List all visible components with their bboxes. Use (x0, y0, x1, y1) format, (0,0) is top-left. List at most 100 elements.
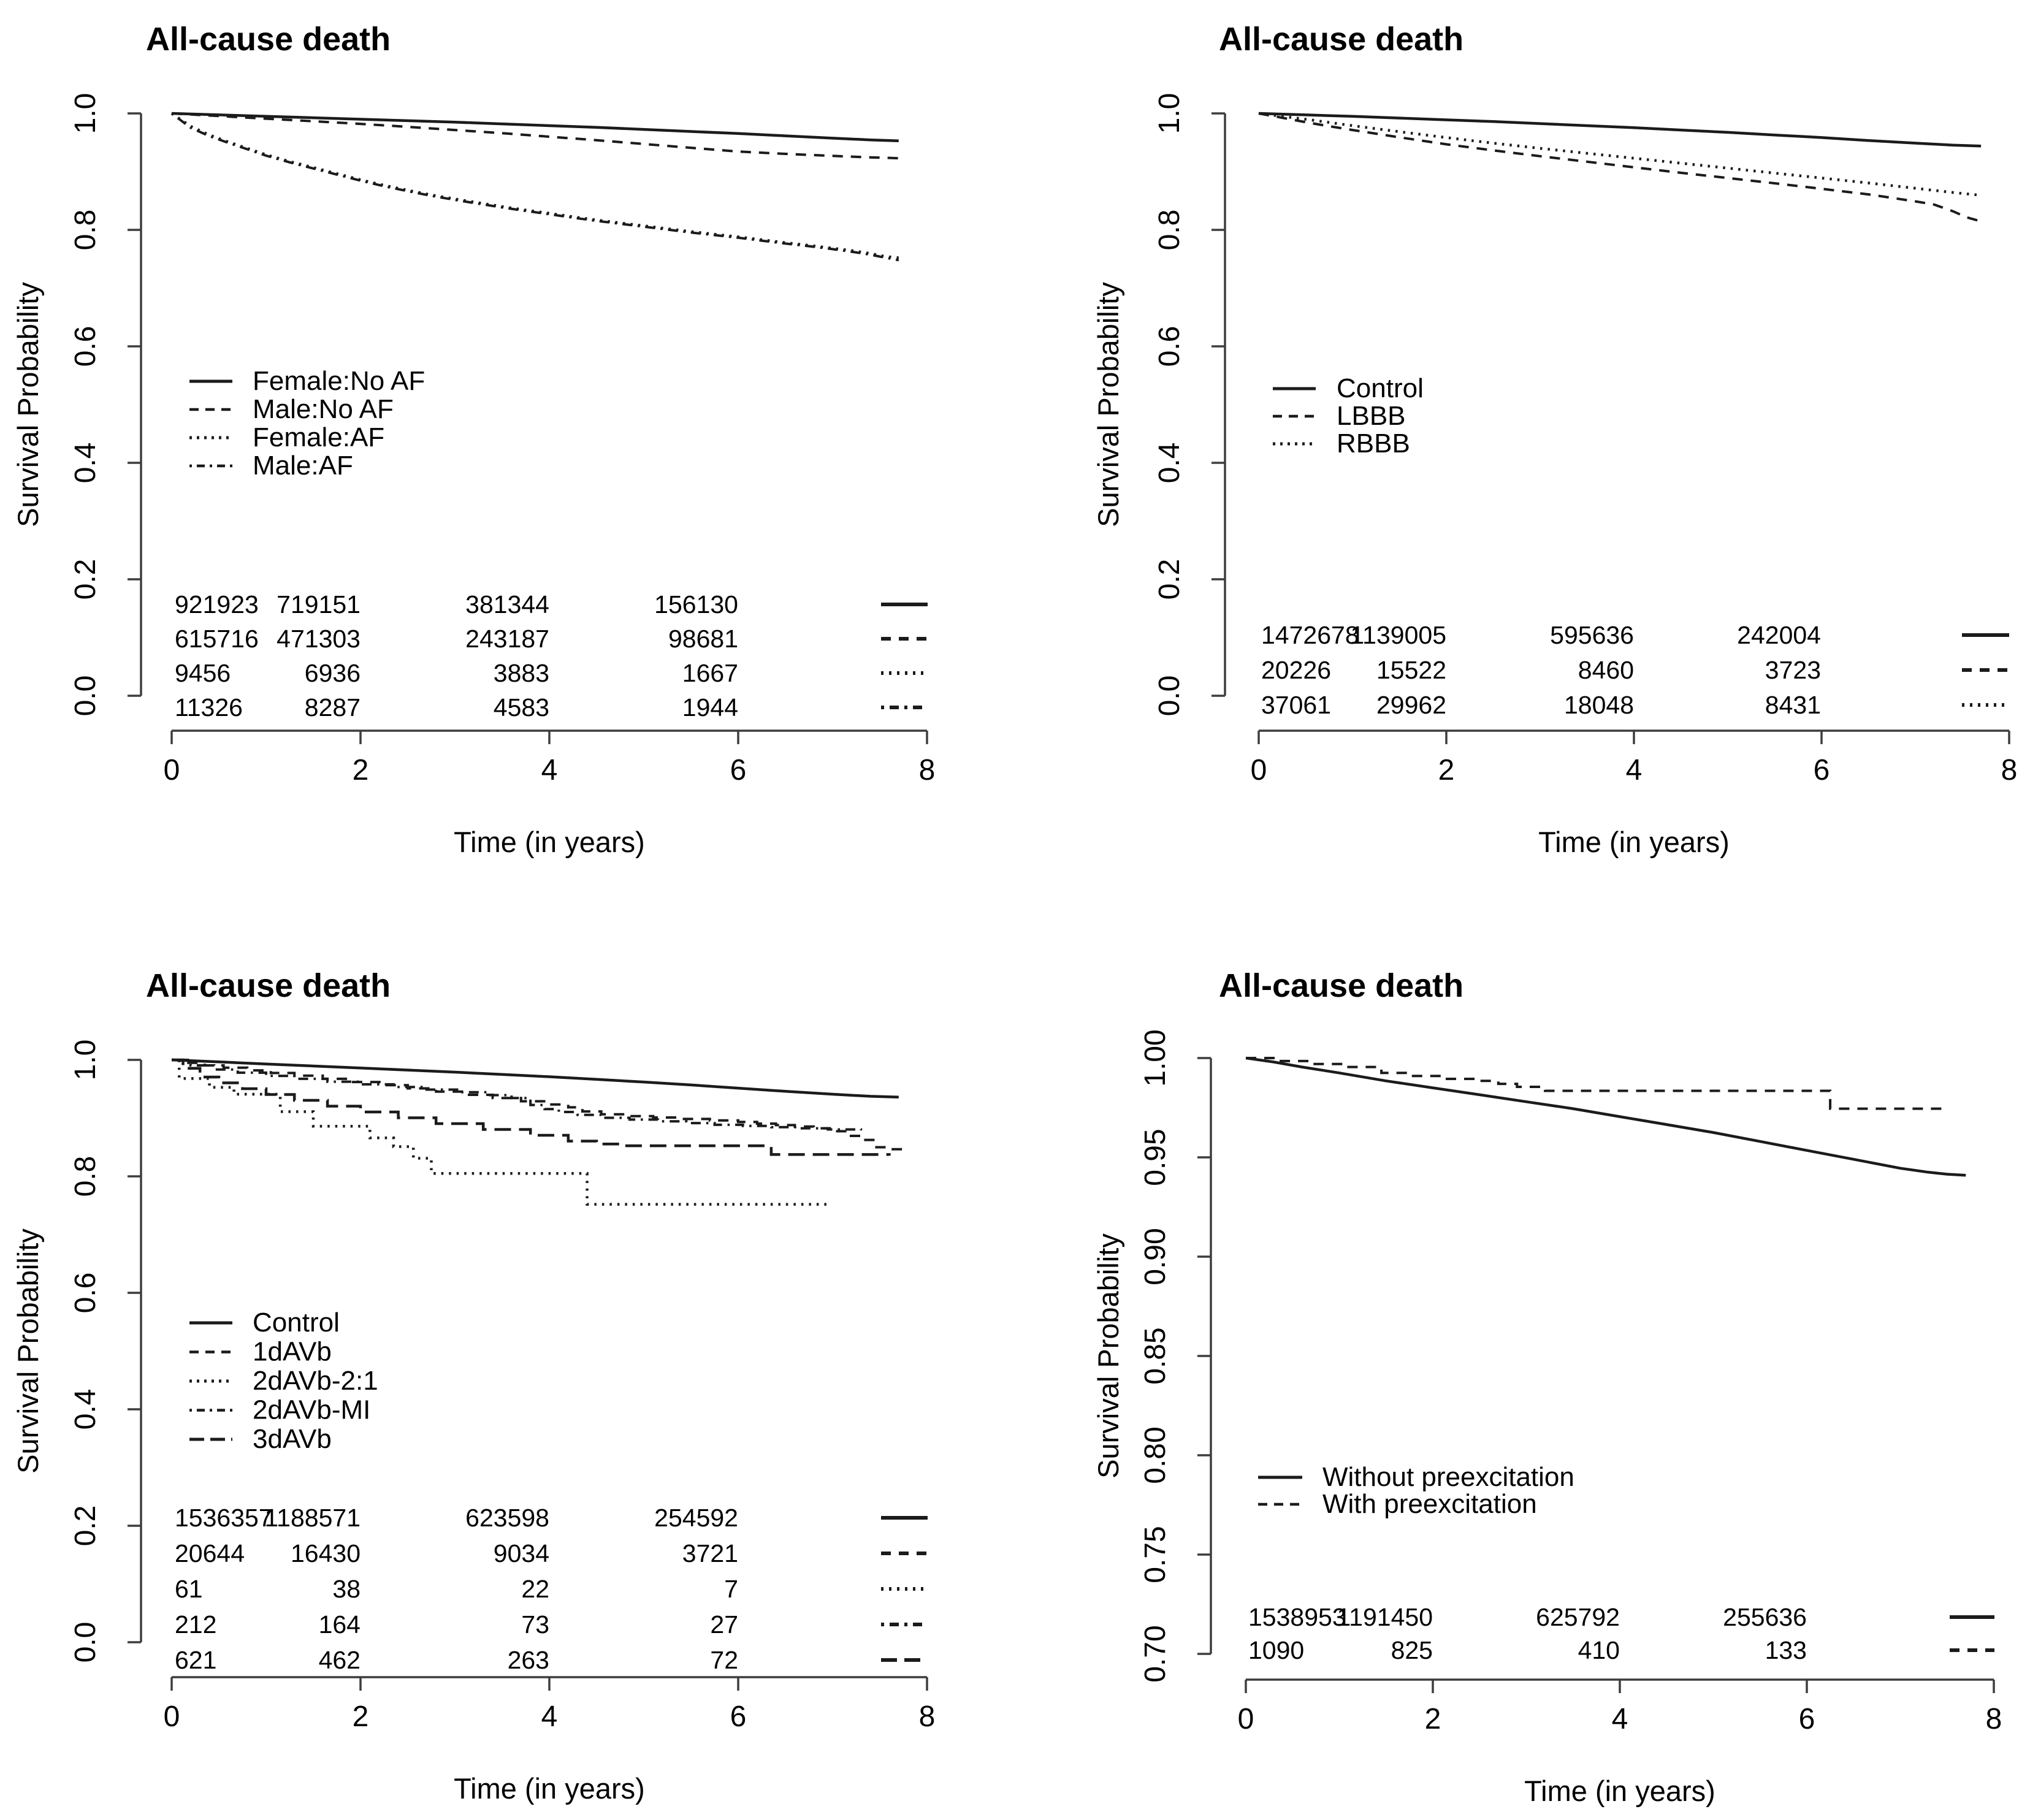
risk-count: 4583 (494, 693, 549, 722)
risk-count: 3883 (494, 659, 549, 687)
risk-count: 20226 (1261, 656, 1331, 684)
panel-3-title: All-cause death (1219, 967, 1463, 1004)
panel-0-y-tick-label: 0.2 (69, 559, 102, 600)
legend-label-rbbb: RBBB (1337, 428, 1410, 459)
panel-1-x-tick-label: 2 (1438, 754, 1455, 786)
panel-3-curve-without-preexcitation (1245, 1056, 1966, 1177)
risk-count: 9034 (494, 1539, 549, 1567)
panel-2-title: All-cause death (146, 967, 391, 1004)
panel-1-y-tick-label: 0.6 (1153, 326, 1186, 367)
panel-2-xlabel: Time (in years) (454, 1772, 645, 1805)
risk-count: 1090 (1248, 1636, 1304, 1664)
panel-0-title: All-cause death (146, 21, 391, 58)
panel-2-curve-2davb-2-1 (172, 1058, 828, 1206)
panel-0-curve-female-no-af (171, 112, 899, 142)
panel-0-ylabel: Survival Probability (12, 282, 44, 527)
risk-count: 3721 (682, 1539, 738, 1567)
panel-2-x-tick-label: 8 (919, 1700, 936, 1733)
risk-count: 72 (710, 1646, 738, 1674)
legend-label-3davb: 3dAVb (253, 1424, 332, 1454)
panel-1-y-tick-label: 1.0 (1153, 93, 1186, 134)
legend-label-2davb-mi: 2dAVb-MI (253, 1395, 370, 1425)
risk-count: 625792 (1536, 1603, 1620, 1631)
panel-2-curve-1davb (172, 1059, 905, 1151)
panel-3-x-tick-label: 6 (1799, 1703, 1815, 1735)
legend-label-2davb-2-1: 2dAVb-2:1 (253, 1366, 378, 1396)
risk-count: 254592 (654, 1504, 738, 1532)
legend-label-female-af: Female:AF (253, 422, 384, 452)
legend-label-male-no-af: Male:No AF (253, 394, 394, 424)
risk-count: 8287 (305, 693, 361, 722)
risk-count: 462 (319, 1646, 361, 1674)
risk-count: 7 (724, 1575, 738, 1603)
risk-count: 255636 (1723, 1603, 1807, 1631)
panel-0-curve-male-no-af (171, 112, 899, 160)
panel-3-x-tick-label: 2 (1425, 1703, 1441, 1735)
panel-0-x-tick-label: 8 (919, 754, 936, 786)
risk-count: 471303 (277, 625, 361, 653)
panel-2-y-tick-label: 0.4 (69, 1389, 102, 1430)
legend-label-control: Control (253, 1308, 340, 1338)
risk-count: 1472678 (1261, 621, 1359, 649)
panel-0-y-tick-label: 0.4 (69, 443, 102, 484)
panel-0-curve-male-af (170, 112, 899, 262)
risk-count: 381344 (465, 590, 549, 619)
panel-3-x-tick-label: 4 (1612, 1703, 1628, 1735)
risk-count: 615716 (175, 625, 259, 653)
legend-label-male-af: Male:AF (253, 451, 353, 481)
risk-count: 1536357 (175, 1504, 273, 1532)
legend-label-control: Control (1337, 373, 1424, 403)
panel-2-y-tick-label: 0.0 (69, 1622, 102, 1663)
panel-0-risk-table: 921923 719151 381344 156130 615716 471303 2431… (175, 590, 928, 722)
risk-count: 156130 (654, 590, 738, 619)
risk-count: 1944 (682, 693, 738, 722)
panel-1-x-tick-label: 8 (2001, 754, 2018, 786)
panel-2-y-tick-label: 0.2 (69, 1506, 102, 1547)
panel-1-curve-lbbb (1258, 112, 1982, 223)
risk-count: 1188571 (264, 1504, 361, 1532)
risk-count: 242004 (1737, 621, 1821, 649)
panel-0-y-tick-label: 0.6 (69, 326, 102, 367)
panel-1-y-tick-label: 0.2 (1153, 559, 1186, 600)
risk-count: 38 (332, 1575, 361, 1603)
panel-1-x-tick-label: 4 (1626, 754, 1643, 786)
risk-count: 6936 (305, 659, 361, 687)
panel-0-xlabel: Time (in years) (454, 826, 645, 858)
risk-count: 3723 (1765, 656, 1821, 684)
panel-2: All-cause death 0 2 4 6 8 0.0 0.2 0.4 0.6 0.8 1.0 Ti… (12, 967, 935, 1805)
risk-count: 133 (1765, 1636, 1807, 1664)
risk-count: 719151 (277, 590, 361, 619)
panel-0-y-tick-label: 0.8 (69, 210, 102, 251)
risk-count: 8460 (1578, 656, 1634, 684)
panel-0-y-tick-label: 0.0 (69, 676, 102, 717)
panel-3-x-tick-label: 0 (1238, 1703, 1254, 1735)
panel-0-y-tick-label: 1.0 (69, 93, 102, 134)
panel-3-y-tick-label: 0.75 (1139, 1526, 1172, 1583)
panel-0: All-cause death 0 2 4 6 8 0.0 0.2 0.4 0.6 0.8 1.0 Ti… (12, 21, 935, 858)
panel-0-x-tick-label: 2 (353, 754, 369, 786)
panel-2-y-tick-label: 0.6 (69, 1273, 102, 1314)
risk-count: 11326 (175, 693, 243, 722)
panel-3-y-tick-label: 0.90 (1139, 1228, 1172, 1285)
risk-count: 1191450 (1337, 1603, 1433, 1631)
panel-3-xlabel: Time (in years) (1524, 1775, 1715, 1807)
risk-count: 1139005 (1350, 621, 1446, 649)
panel-2-x-tick-label: 4 (541, 1700, 558, 1733)
panel-1-title: All-cause death (1219, 21, 1463, 58)
risk-count: 98681 (668, 625, 738, 653)
panel-1-curve-control (1258, 112, 1982, 148)
panel-1-y-tick-label: 0.0 (1153, 676, 1186, 717)
risk-count: 29962 (1376, 691, 1446, 719)
panel-0-x-tick-label: 4 (541, 754, 558, 786)
panel-3-y-tick-label: 0.85 (1139, 1327, 1172, 1384)
risk-count: 16430 (291, 1539, 361, 1567)
panel-0-x-tick-label: 0 (164, 754, 180, 786)
